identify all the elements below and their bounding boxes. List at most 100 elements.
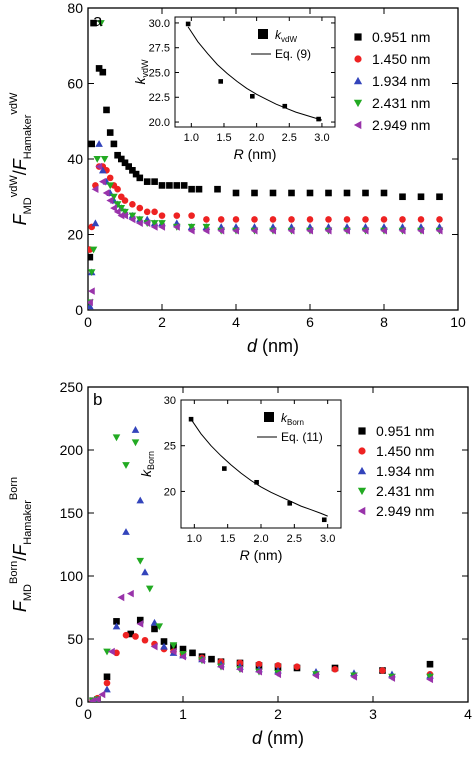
- y-label-num: F: [10, 600, 30, 612]
- data-point: [274, 670, 282, 679]
- data-point: [158, 212, 166, 219]
- inset-legend-subscript: vdW: [281, 35, 297, 44]
- data-point: [150, 642, 158, 651]
- data-point: [143, 219, 151, 227]
- inset-y-axis-label: kvdW: [132, 59, 150, 85]
- inset-data-point: [287, 501, 293, 506]
- data-point: [121, 159, 129, 167]
- data-point: [99, 68, 107, 76]
- y-label-slash: /: [10, 170, 30, 175]
- inset-x-axis-symbol: R: [234, 146, 244, 162]
- y-tick-label: 20: [164, 486, 176, 498]
- data-point: [417, 226, 425, 235]
- y-tick-label: 100: [60, 568, 84, 584]
- data-point: [350, 673, 358, 681]
- data-point: [95, 65, 103, 72]
- data-point: [136, 557, 145, 565]
- y-label-den-sub: Hamaker: [22, 500, 34, 545]
- series-2-949-nm: [88, 162, 443, 307]
- data-point: [269, 189, 277, 197]
- y-axis-label: FMDBorn/FHamakerBorn: [8, 477, 34, 612]
- data-point: [399, 193, 406, 201]
- x-axis-unit: (nm): [262, 728, 304, 748]
- inset-data-point: [188, 416, 194, 422]
- data-point: [136, 616, 144, 624]
- data-point: [331, 665, 339, 673]
- data-point: [136, 216, 144, 224]
- data-point: [118, 155, 125, 163]
- data-point: [88, 253, 94, 261]
- data-point: [88, 269, 96, 277]
- y-axis-label: FMDvdW/FHamakervdW: [8, 92, 34, 225]
- data-point: [106, 174, 114, 182]
- legend-label: 1.450 nm: [376, 443, 434, 459]
- data-point: [312, 671, 320, 680]
- x-axis-unit: (nm): [257, 336, 299, 356]
- inset-y-symbol: k: [132, 77, 148, 85]
- y-tick-label: 0: [75, 302, 83, 318]
- y-tick-label: 27.5: [149, 43, 170, 55]
- y-tick-label: 22.5: [149, 92, 170, 104]
- data-point: [126, 589, 134, 598]
- legend-marker: [358, 427, 366, 435]
- data-point: [398, 226, 406, 235]
- panel-letter: b: [93, 390, 102, 409]
- data-point: [417, 216, 425, 223]
- legend-marker: [354, 33, 362, 41]
- data-point: [103, 106, 110, 114]
- data-point: [343, 189, 351, 197]
- data-point: [426, 675, 434, 684]
- inset-legend-symbol: k: [281, 411, 288, 425]
- data-point: [179, 645, 187, 653]
- data-point: [255, 667, 263, 676]
- data-point: [131, 439, 140, 447]
- x-tick-label: 10: [450, 314, 466, 330]
- data-point: [160, 642, 168, 650]
- data-point: [129, 201, 136, 208]
- series-0-951-nm: [88, 19, 443, 261]
- inset-x-axis-label: R (nm): [234, 146, 277, 162]
- legend-marker: [358, 447, 366, 455]
- data-point: [141, 568, 149, 576]
- data-point: [98, 690, 106, 699]
- data-point: [99, 166, 107, 174]
- data-point: [158, 182, 166, 189]
- inset-x-axis-label: R (nm): [240, 547, 283, 563]
- data-point: [203, 216, 210, 223]
- inset-legend-symbol: k: [275, 28, 282, 42]
- inset-y-subscript: vdW: [140, 59, 150, 78]
- data-point: [150, 223, 158, 231]
- legend-label: 1.934 nm: [376, 463, 434, 479]
- data-point: [129, 167, 136, 174]
- x-tick-label: 2.0: [253, 533, 268, 545]
- data-point: [125, 163, 132, 170]
- inset-fit-line: [190, 418, 328, 517]
- y-label-den-sub: Hamaker: [22, 114, 34, 159]
- data-point: [160, 638, 168, 645]
- data-point: [103, 679, 111, 687]
- y-label-den: F: [10, 544, 30, 556]
- data-point: [117, 211, 125, 220]
- legend-marker: [357, 506, 366, 516]
- inset-background: [180, 399, 342, 529]
- y-tick-label: 150: [60, 505, 84, 521]
- data-point: [151, 208, 158, 216]
- data-point: [232, 226, 240, 235]
- plot-area: [88, 19, 444, 310]
- x-tick-label: 2.5: [282, 132, 297, 144]
- legend-marker: [357, 487, 367, 496]
- data-point: [306, 216, 314, 223]
- legend-label: 2.949 nm: [376, 503, 434, 519]
- data-point: [103, 673, 111, 681]
- data-point: [151, 178, 158, 185]
- data-point: [198, 656, 206, 665]
- data-point: [426, 660, 434, 668]
- legend: 0.951 nm 1.450 nm 1.934 nm 2.431 nm 2.949 nm: [357, 423, 434, 519]
- data-point: [166, 182, 173, 189]
- x-tick-label: 6: [306, 314, 314, 330]
- data-point: [380, 216, 388, 223]
- x-tick-label: 4: [464, 706, 472, 722]
- y-label-num-sup: vdW: [8, 175, 20, 198]
- data-point: [435, 226, 443, 235]
- y-tick-label: 20.0: [149, 117, 170, 129]
